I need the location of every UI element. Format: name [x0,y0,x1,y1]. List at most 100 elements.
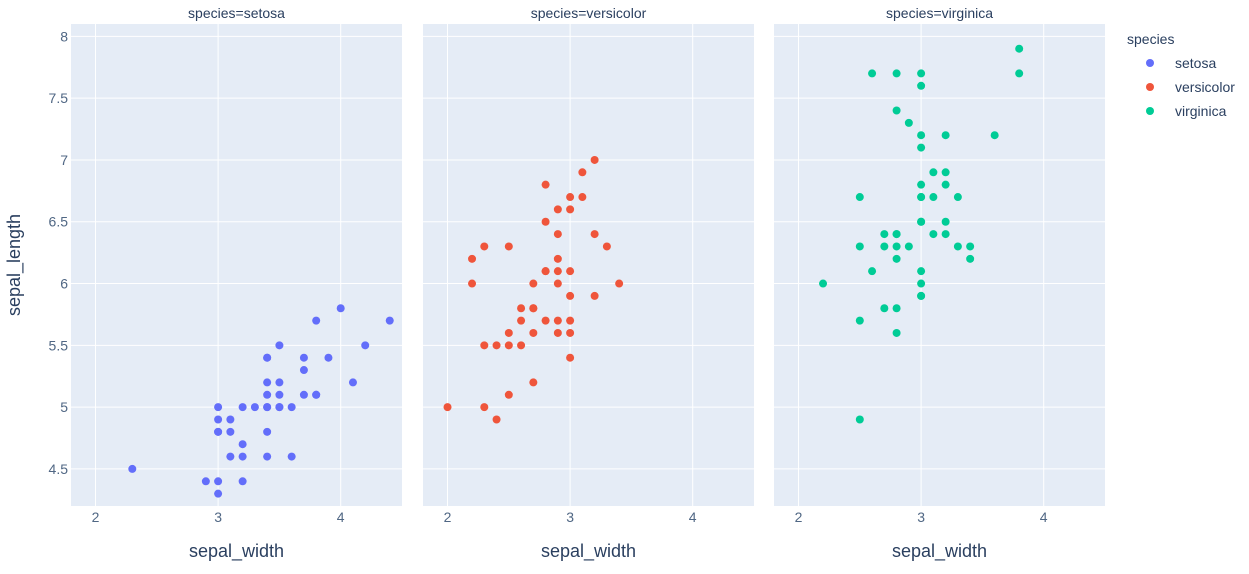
facet-panel-virginica: species=virginica 2 3 4 sepal_width [774,5,1105,562]
data-point-virginica [917,267,926,276]
data-point-virginica [904,118,913,127]
data-point-versicolor [541,217,550,226]
y-tick-label: 4.5 [49,461,69,477]
data-point-versicolor [504,341,513,350]
data-point-setosa [214,489,223,498]
y-tick-label: 5 [60,399,68,415]
data-point-virginica [941,180,950,189]
data-point-setosa [263,427,272,436]
data-point-versicolor [590,230,599,239]
x-tick-label: 4 [689,509,697,525]
data-point-versicolor [529,378,538,387]
data-point-setosa [128,464,137,473]
legend-label-virginica: virginica [1175,103,1227,119]
data-point-setosa [238,477,247,486]
data-point-versicolor [517,316,526,325]
data-point-versicolor [517,304,526,313]
data-point-versicolor [504,242,513,251]
data-point-setosa [263,452,272,461]
data-point-virginica [868,267,877,276]
data-point-versicolor [602,242,611,251]
data-point-virginica [917,180,926,189]
x-tick-label: 3 [214,509,222,525]
data-point-setosa [263,353,272,362]
facet-panel-setosa: species=setosa 2 3 4 sepal_width [71,5,402,562]
legend-label-setosa: setosa [1175,55,1216,71]
data-point-virginica [819,279,828,288]
x-tick-label: 2 [444,509,452,525]
data-point-virginica [990,131,999,140]
plot-background [71,24,402,506]
data-point-versicolor [553,254,562,263]
data-point-virginica [966,242,975,251]
data-point-setosa [275,403,284,412]
y-tick-label: 7 [60,152,68,168]
y-tick-label: 7.5 [49,90,69,106]
x-tick-label: 2 [92,509,100,525]
data-point-versicolor [517,341,526,350]
data-point-setosa [312,316,321,325]
facet-title: species=versicolor [531,5,647,21]
data-point-versicolor [578,168,587,177]
data-point-setosa [238,440,247,449]
data-point-setosa [348,378,357,387]
data-point-virginica [941,168,950,177]
data-point-versicolor [553,205,562,214]
data-point-versicolor [468,279,477,288]
data-point-setosa [214,427,223,436]
data-point-versicolor [529,304,538,313]
data-point-setosa [287,403,296,412]
data-point-versicolor [480,242,489,251]
data-point-virginica [953,242,962,251]
data-point-setosa [361,341,370,350]
legend-title: species [1127,31,1174,47]
data-point-versicolor [468,254,477,263]
data-point-virginica [892,254,901,263]
y-tick-label: 6.5 [49,214,69,230]
data-point-virginica [966,254,975,263]
facet-panel-versicolor: species=versicolor 2 3 4 sepal_width [423,5,754,562]
data-point-setosa [299,353,308,362]
data-point-virginica [880,230,889,239]
x-tick-label: 4 [1040,509,1048,525]
data-point-virginica [892,304,901,313]
data-point-versicolor [529,279,538,288]
data-point-setosa [299,366,308,375]
data-point-setosa [275,341,284,350]
data-point-versicolor [566,316,575,325]
data-point-setosa [226,427,235,436]
data-point-versicolor [553,316,562,325]
data-point-virginica [929,230,938,239]
data-point-versicolor [541,180,550,189]
data-point-versicolor [504,390,513,399]
data-point-virginica [917,279,926,288]
data-point-versicolor [480,403,489,412]
data-point-setosa [214,477,223,486]
data-point-versicolor [541,316,550,325]
data-point-virginica [892,242,901,251]
data-point-versicolor [566,328,575,337]
data-point-setosa [312,390,321,399]
y-tick-label: 6 [60,276,68,292]
data-point-virginica [929,168,938,177]
data-point-virginica [868,69,877,78]
data-point-versicolor [566,291,575,300]
data-point-setosa [287,452,296,461]
data-point-versicolor [566,205,575,214]
data-point-versicolor [590,155,599,164]
x-axis-title: sepal_width [541,541,636,562]
x-tick-label: 4 [337,509,345,525]
data-point-setosa [214,403,223,412]
data-point-setosa [226,452,235,461]
legend-marker-setosa [1146,59,1154,67]
data-point-versicolor [553,230,562,239]
data-point-virginica [892,106,901,115]
x-axis-title: sepal_width [189,541,284,562]
data-point-virginica [917,69,926,78]
x-tick-label: 3 [566,509,574,525]
data-point-virginica [1015,69,1024,78]
data-point-versicolor [492,341,501,350]
x-axis-title: sepal_width [892,541,987,562]
